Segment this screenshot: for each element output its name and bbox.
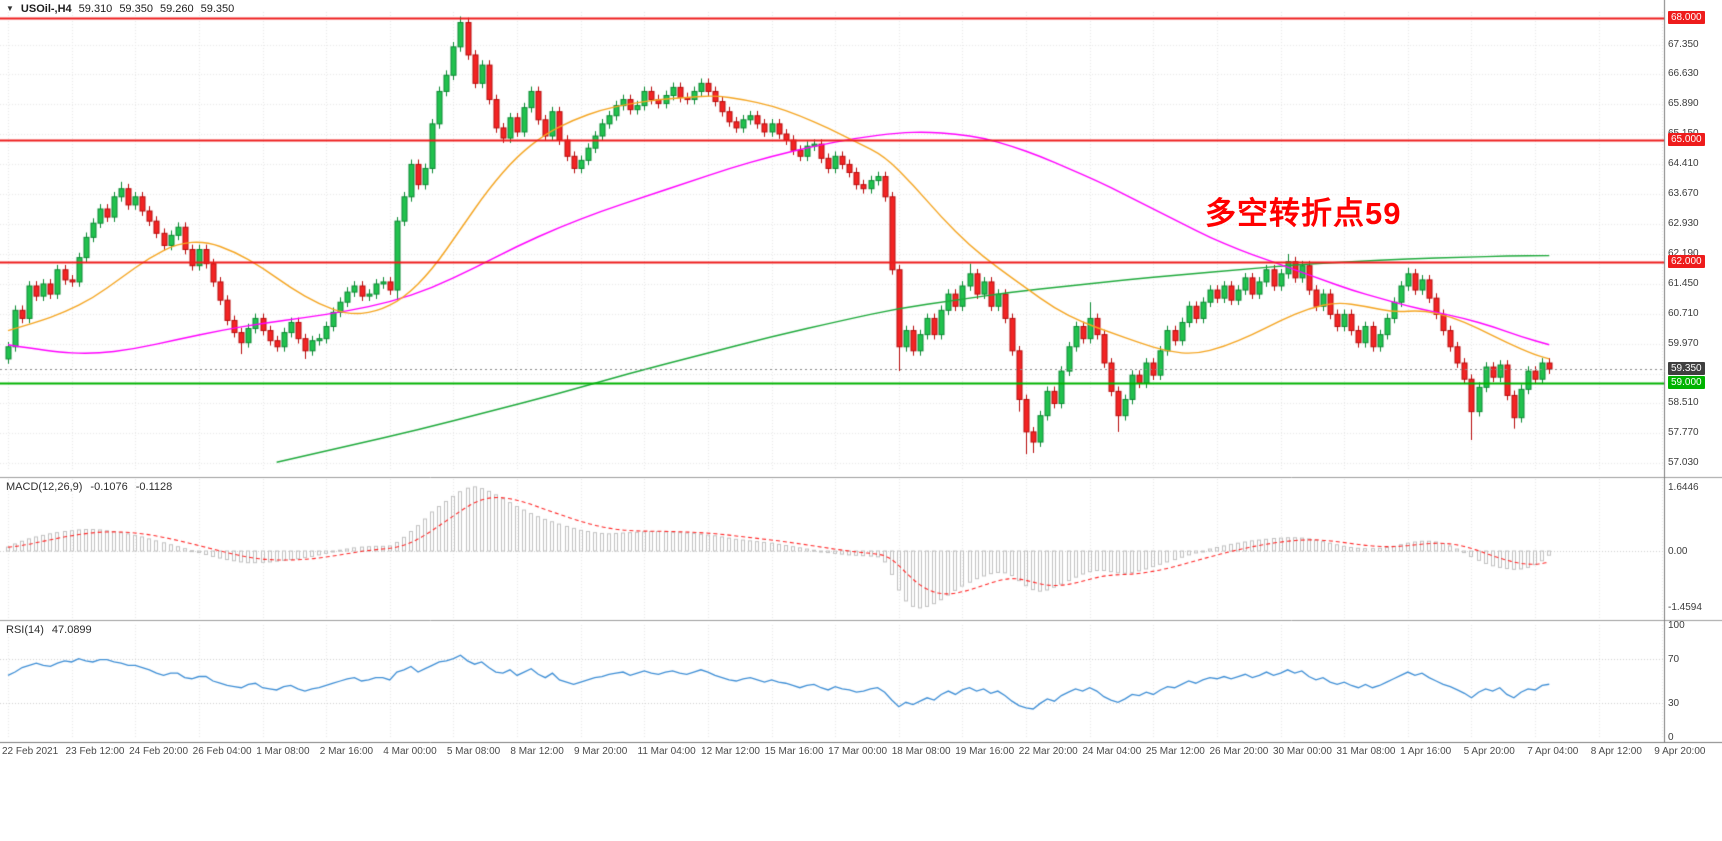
rsi-axis-30: 30 [1668, 698, 1680, 709]
price-tick-label: 63.670 [1668, 187, 1699, 199]
time-tick-label: 8 Mar 12:00 [510, 746, 564, 757]
price-tick-label: 57.030 [1668, 457, 1699, 469]
rsi-name: RSI(14) [6, 624, 44, 636]
time-tick-label: 18 Mar 08:00 [891, 746, 951, 757]
time-tick-label: 26 Mar 20:00 [1209, 746, 1269, 757]
price-tick-label: 58.510 [1668, 397, 1699, 409]
price-tick-label: 62.930 [1668, 217, 1699, 229]
price-tick-label: 67.350 [1668, 38, 1699, 50]
rsi-axis-100: 100 [1668, 620, 1685, 631]
ohlc-open: 59.310 [78, 3, 113, 15]
annotation-text[interactable]: 多空转折点59 [1205, 196, 1402, 231]
level-price-badge: 59.000 [1668, 376, 1705, 390]
rsi-axis-70: 70 [1668, 654, 1680, 665]
rsi-axis-0: 0 [1668, 732, 1674, 743]
time-tick-label: 24 Mar 04:00 [1082, 746, 1142, 757]
ohlc-high: 59.350 [119, 3, 153, 15]
time-tick-label: 2 Mar 16:00 [319, 746, 374, 757]
time-tick-label: 9 Apr 20:00 [1654, 746, 1706, 757]
macd-name: MACD(12,26,9) [6, 481, 83, 493]
time-axis[interactable]: 22 Feb 2021 23 Feb 12:00 24 Feb 20:00 26 Fe… [0, 744, 1722, 762]
time-tick-label: 9 Mar 20:00 [573, 746, 628, 757]
time-tick-label: 15 Mar 16:00 [764, 746, 824, 757]
ohlc-close: 59.350 [200, 3, 235, 15]
time-tick-label: 7 Apr 04:00 [1527, 746, 1579, 757]
level-price-badge: 65.000 [1668, 133, 1705, 147]
time-tick-label: 11 Mar 04:00 [637, 746, 696, 757]
time-tick-label: 12 Mar 12:00 [701, 746, 760, 757]
time-tick-label: 23 Feb 12:00 [65, 746, 125, 757]
price-tick-label: 61.450 [1668, 277, 1699, 289]
time-tick-label: 1 Apr 16:00 [1400, 746, 1452, 757]
bid-price-badge: 59.350 [1668, 362, 1705, 376]
price-tick-label: 62.190 [1668, 247, 1699, 259]
time-tick-label: 31 Mar 08:00 [1336, 746, 1396, 757]
time-tick-label: 25 Mar 12:00 [1145, 746, 1205, 757]
time-tick-label: 26 Feb 04:00 [192, 746, 252, 757]
symbol-header: ▼ USOil-,H4 59.310 59.350 59.260 59.350 [6, 3, 234, 15]
macd-axis-zero: 0.00 [1668, 546, 1688, 557]
price-tick-label: 66.630 [1668, 68, 1699, 79]
time-tick-label: 8 Apr 12:00 [1590, 746, 1642, 757]
level-price-badge: 62.000 [1668, 254, 1705, 268]
price-tick-label: 59.970 [1668, 337, 1699, 349]
macd-indicator-label: MACD(12,26,9) -0.1076 -0.1128 [6, 481, 172, 493]
time-tick-label: 1 Mar 08:00 [256, 746, 310, 757]
symbol-period-label: USOil-,H4 [20, 3, 72, 15]
price-axis[interactable]: 68.00067.35066.63065.89065.15065.00064.4… [1666, 0, 1722, 742]
ohlc-low: 59.260 [159, 3, 194, 15]
price-tick-label: 57.770 [1668, 427, 1699, 439]
price-tick-label: 65.890 [1668, 98, 1699, 109]
price-tick-label: 60.710 [1668, 307, 1699, 319]
time-tick-label: 17 Mar 00:00 [828, 746, 888, 757]
time-tick-label: 22 Feb 2021 [2, 746, 59, 757]
time-tick-label: 4 Mar 00:00 [383, 746, 437, 757]
time-tick-label: 22 Mar 20:00 [1018, 746, 1078, 757]
level-price-badge: 68.000 [1668, 11, 1705, 25]
time-tick-label: 5 Apr 20:00 [1463, 746, 1515, 757]
time-tick-label: 24 Feb 20:00 [129, 746, 189, 757]
time-tick-label: 5 Mar 08:00 [446, 746, 501, 757]
macd-value-main: -0.1076 [90, 481, 128, 493]
macd-axis-min: -1.4594 [1668, 602, 1702, 613]
symbol-dropdown-icon[interactable]: ▼ [6, 4, 14, 13]
macd-axis-max: 1.6446 [1668, 482, 1699, 493]
price-tick-label: 64.410 [1668, 157, 1699, 169]
rsi-indicator-label: RSI(14) 47.0899 [6, 624, 92, 636]
rsi-value: 47.0899 [51, 624, 92, 636]
macd-value-signal: -0.1128 [135, 481, 173, 493]
time-tick-label: 30 Mar 00:00 [1273, 746, 1332, 757]
time-tick-label: 19 Mar 16:00 [955, 746, 1015, 757]
